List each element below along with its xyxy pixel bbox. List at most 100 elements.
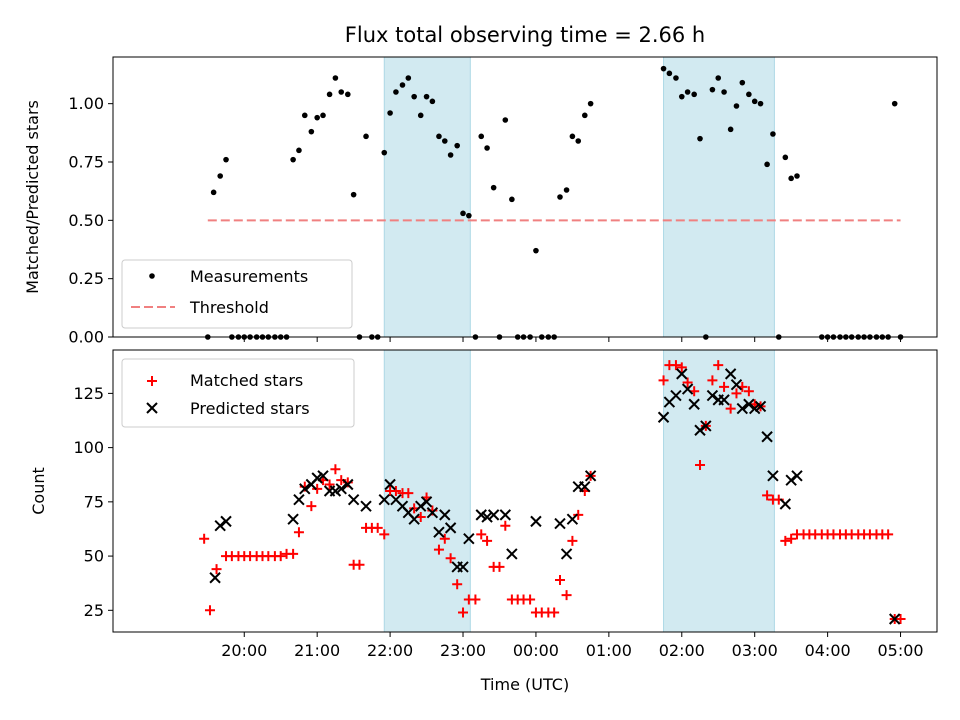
x-tick-label-9: 05:00	[877, 641, 923, 660]
top-shaded-interval-1	[663, 56, 775, 338]
measurements-point-73	[715, 75, 722, 81]
matched-stars-point-29	[379, 529, 390, 540]
top-plot-frame	[112, 56, 938, 338]
bottom-y-tick-label-2: 75	[84, 492, 104, 511]
legend-measurements-marker	[149, 273, 155, 279]
measurements-point-61	[575, 138, 582, 144]
matched-stars-point-64	[658, 375, 669, 386]
predicted-stars-point-0	[209, 572, 221, 584]
measurements-point-3	[223, 156, 229, 163]
matched-stars-point-73	[713, 360, 724, 371]
matched-stars-point-58	[555, 574, 566, 585]
measurements-point-54	[533, 247, 539, 254]
bottom-shaded-interval-1	[663, 349, 775, 633]
matched-stars-point-60	[567, 535, 578, 546]
measurements-point-78	[746, 91, 752, 98]
bottom-legend: Matched stars Predicted stars	[121, 358, 355, 428]
predicted-stars-point-11	[335, 483, 347, 495]
matched-stars-point-39	[439, 533, 450, 544]
matched-stars-point-78	[743, 386, 754, 397]
measurements-point-1	[210, 189, 217, 196]
measurements-point-23	[345, 91, 351, 98]
top-x-ticks	[243, 337, 902, 342]
matched-stars-point-38	[433, 544, 444, 555]
predicted-stars-point-5	[299, 483, 311, 495]
bottom-legend-box	[121, 358, 355, 428]
measurements-point-29	[381, 149, 388, 156]
predicted-stars-point-61	[779, 498, 792, 510]
matched-stars-point-49	[500, 520, 511, 531]
x-tick-label-2: 22:00	[367, 641, 413, 660]
predicted-stars-point-12	[342, 478, 354, 491]
predicted-stars-point-16	[384, 478, 396, 491]
matched-stars-point-72	[707, 375, 718, 386]
measurements-point-75	[727, 126, 734, 133]
measurements-point-76	[733, 103, 740, 109]
matched-stars-point-14	[288, 548, 299, 559]
x-tick-label-0: 20:00	[221, 641, 267, 660]
measurements-point-41	[454, 142, 460, 149]
predicted-stars-point-48	[694, 424, 706, 436]
matched-stars-point-12	[275, 551, 286, 562]
legend-predicted-label: Predicted stars	[190, 399, 310, 418]
predicted-stars-point-20	[408, 513, 420, 525]
matched-stars-point-103	[895, 613, 906, 624]
bottom-y-tick-label-3: 100	[73, 438, 104, 457]
measurements-point-35	[417, 112, 424, 119]
top-y-tick-label-4: 1.00	[68, 94, 104, 113]
measurements-point-62	[581, 112, 588, 119]
matched-stars-point-53	[525, 594, 536, 605]
measurements-point-18	[314, 114, 320, 121]
predicted-stars-point-3	[287, 513, 299, 525]
matched-stars-point-81	[762, 490, 773, 501]
matched-stars-point-84	[780, 535, 791, 546]
measurements-point-17	[308, 128, 315, 135]
predicted-stars-point-33	[499, 509, 512, 521]
legend-matched-marker	[147, 376, 157, 386]
predicted-stars-point-58	[754, 400, 767, 413]
matched-stars-point-33	[403, 488, 414, 499]
matched-stars-point-42	[458, 607, 469, 618]
x-axis-label: Time (UTC)	[480, 675, 569, 694]
predicted-stars-point-54	[730, 379, 743, 391]
predicted-stars-point-46	[681, 383, 694, 395]
matched-stars-point-85	[786, 533, 797, 544]
bottom-y-tick-label-1: 50	[84, 547, 104, 566]
predicted-stars-point-24	[433, 526, 445, 538]
measurements-point-60	[569, 133, 576, 140]
matched-stars-point-66	[670, 360, 681, 371]
measurements-point-45	[478, 133, 485, 140]
measurements-point-30	[387, 110, 393, 116]
top-shaded-interval-0	[383, 56, 471, 338]
matched-stars-point-67	[676, 362, 687, 373]
measurements-point-26	[363, 133, 369, 140]
legend-measurements-label: Measurements	[190, 267, 308, 286]
measurements-point-81	[764, 161, 770, 168]
bottom-y-axis: 25 50 75 100 125	[73, 384, 113, 620]
bottom-y-axis-label: Count	[29, 467, 48, 515]
predicted-stars-point-2	[220, 515, 232, 528]
matched-stars-point-20	[324, 479, 335, 490]
legend-matched-label: Matched stars	[190, 371, 303, 390]
measurements-point-86	[794, 173, 800, 179]
matched-stars-point-18	[312, 483, 323, 494]
x-tick-label-6: 02:00	[659, 641, 705, 660]
predicted-stars-point-15	[378, 493, 390, 506]
measurements-point-31	[393, 89, 399, 95]
predicted-stars-point-64	[888, 613, 901, 625]
matched-stars-point-2	[211, 564, 222, 575]
matched-stars-point-75	[725, 403, 736, 414]
matched-stars-point-101	[883, 529, 894, 540]
top-y-tick-label-1: 0.25	[68, 269, 104, 288]
top-shaded-intervals	[383, 56, 775, 338]
matched-stars-point-44	[470, 594, 481, 605]
predicted-stars-point-21	[415, 500, 427, 512]
predicted-stars-point-40	[579, 480, 591, 493]
predicted-stars-point-1	[214, 520, 226, 532]
predicted-stars-point-32	[487, 509, 500, 521]
predicted-stars-point-25	[439, 509, 451, 521]
measurements-point-67	[678, 93, 685, 100]
predicted-stars-point-14	[360, 500, 372, 512]
measurements-point-65	[666, 70, 673, 77]
